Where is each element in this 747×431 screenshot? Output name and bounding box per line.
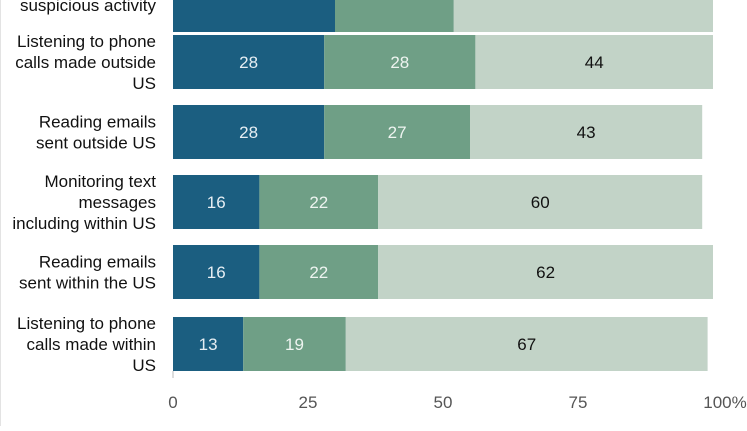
data-label: 44: [585, 53, 604, 72]
data-label: 28: [390, 53, 409, 72]
category-label: Listening to phone: [17, 32, 156, 51]
data-label: 28: [239, 123, 258, 142]
bar-segment: [324, 35, 476, 89]
x-tick-label: 100%: [703, 393, 746, 412]
bar-segment: [470, 105, 703, 159]
bar-segment: [173, 175, 260, 229]
category-label: sent within the US: [19, 274, 156, 293]
bar-segment: [173, 317, 244, 371]
data-label: 16: [207, 263, 226, 282]
category-label: suspicious activity: [20, 0, 157, 15]
x-tick-label: 0: [168, 393, 177, 412]
bar-segment: [173, 0, 335, 32]
category-label: calls made outside: [15, 53, 156, 72]
bar-segment: [259, 245, 379, 299]
category-label: calls made within: [27, 335, 156, 354]
category-label: US: [132, 74, 156, 93]
data-label: 43: [577, 123, 596, 142]
data-label: 62: [536, 263, 555, 282]
category-label: US: [132, 356, 156, 375]
data-label: 60: [531, 193, 550, 212]
bar-segment: [335, 0, 454, 32]
bar-segment: [453, 0, 713, 32]
bar-segment: [173, 35, 325, 89]
bar-segment: [378, 175, 703, 229]
data-label: 19: [285, 335, 304, 354]
category-label: including within US: [12, 214, 156, 233]
category-label: Monitoring text: [45, 172, 157, 191]
category-label: Listening to phone: [17, 314, 156, 333]
x-tick-label: 50: [434, 393, 453, 412]
bar-segment: [378, 245, 713, 299]
data-label: 28: [239, 53, 258, 72]
bar-segment: [324, 105, 470, 159]
data-label: 13: [199, 335, 218, 354]
data-label: 22: [309, 263, 328, 282]
bar-segment: [259, 175, 379, 229]
data-label: 67: [517, 335, 536, 354]
bar-segment: [173, 245, 260, 299]
category-label: messages: [79, 193, 156, 212]
bar-segment: [243, 317, 346, 371]
category-label: sent outside US: [36, 134, 156, 153]
x-tick-label: 25: [299, 393, 318, 412]
bar-segment: [475, 35, 713, 89]
x-tick-label: 75: [569, 393, 588, 412]
bar-segment: [345, 317, 708, 371]
bar-segment: [173, 105, 325, 159]
data-label: 27: [388, 123, 407, 142]
data-label: 16: [207, 193, 226, 212]
category-label: Reading emails: [39, 113, 156, 132]
data-label: 22: [309, 193, 328, 212]
category-label: Reading emails: [39, 253, 156, 272]
